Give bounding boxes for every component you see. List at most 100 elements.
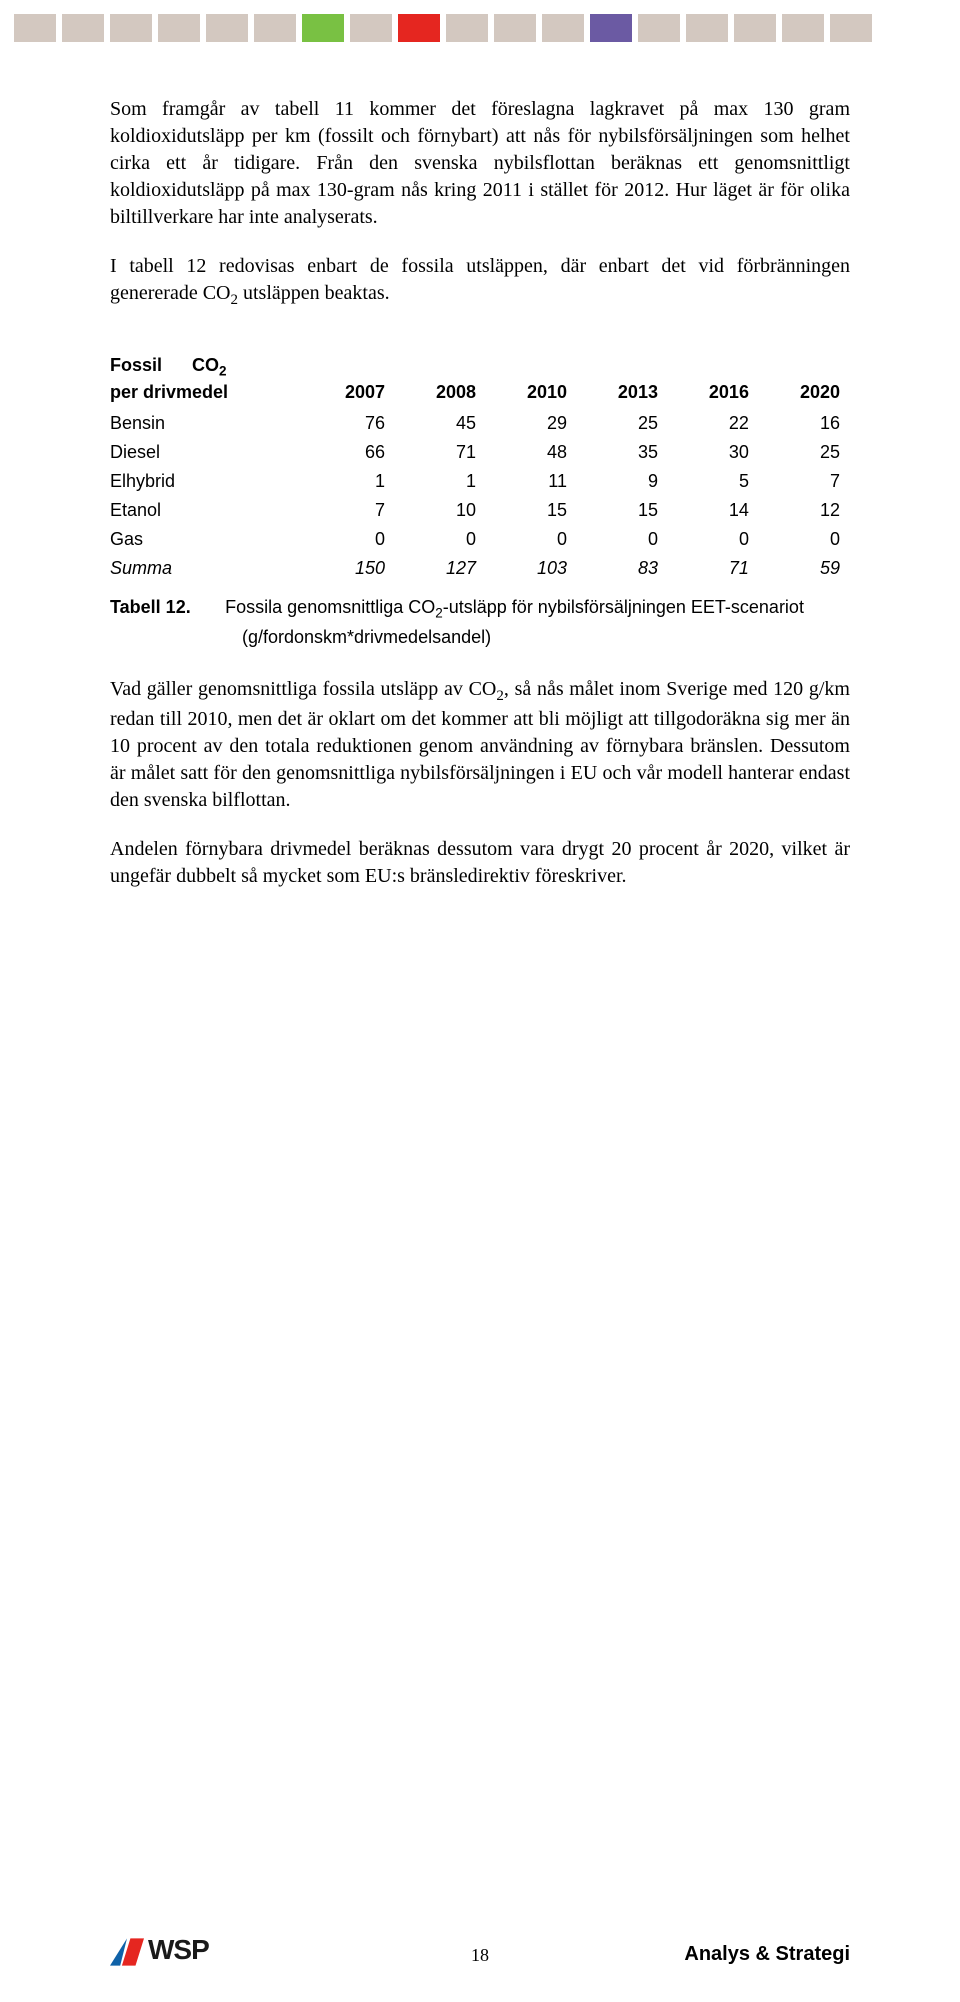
table-row: Diesel667148353025 — [110, 438, 850, 467]
paragraph-3: Vad gäller genomsnittliga fossila utsläp… — [110, 676, 850, 814]
cell: 9 — [577, 467, 668, 496]
subscript-2: 2 — [231, 292, 239, 308]
footer-right-text: Analys & Strategi — [684, 1943, 850, 1966]
band-square — [830, 14, 872, 42]
band-square — [398, 14, 440, 42]
cell: 66 — [304, 438, 395, 467]
cell: 7 — [759, 467, 850, 496]
row-label: Etanol — [110, 496, 304, 525]
cell: 16 — [759, 409, 850, 438]
cell: 48 — [486, 438, 577, 467]
row-label: Summa — [110, 554, 304, 583]
band-square — [158, 14, 200, 42]
row-label: Bensin — [110, 409, 304, 438]
page-number: 18 — [471, 1945, 489, 1966]
cell: 71 — [668, 554, 759, 583]
page-footer: WSP 18 Analys & Strategi — [0, 1934, 960, 1966]
band-square — [14, 14, 56, 42]
band-square — [446, 14, 488, 42]
cell: 10 — [395, 496, 486, 525]
band-square — [542, 14, 584, 42]
band-square — [350, 14, 392, 42]
band-square — [782, 14, 824, 42]
cell: 12 — [759, 496, 850, 525]
band-square — [590, 14, 632, 42]
band-square — [494, 14, 536, 42]
cell: 83 — [577, 554, 668, 583]
cell: 14 — [668, 496, 759, 525]
year-col: 2013 — [577, 350, 668, 409]
paragraph-4: Andelen förnybara drivmedel beräknas des… — [110, 836, 850, 890]
logo-text: WSP — [148, 1934, 209, 1966]
cell: 25 — [759, 438, 850, 467]
header-line2: per drivmedel — [110, 382, 228, 402]
cell: 0 — [486, 525, 577, 554]
year-col: 2007 — [304, 350, 395, 409]
year-col: 2010 — [486, 350, 577, 409]
cell: 59 — [759, 554, 850, 583]
co2-table-block: Fossil CO2 per drivmedel 2007 2008 2010 … — [110, 350, 850, 648]
cell: 35 — [577, 438, 668, 467]
table-row: Etanol71015151412 — [110, 496, 850, 525]
table-row: Elhybrid1111957 — [110, 467, 850, 496]
cell: 0 — [304, 525, 395, 554]
subscript-2: 2 — [496, 688, 504, 704]
cell: 71 — [395, 438, 486, 467]
table-row: Summa150127103837159 — [110, 554, 850, 583]
cell: 0 — [668, 525, 759, 554]
cell: 29 — [486, 409, 577, 438]
logo-icon — [110, 1938, 144, 1966]
year-col: 2016 — [668, 350, 759, 409]
table-caption: Tabell 12. Fossila genomsnittliga CO2-ut… — [110, 597, 850, 621]
cell: 45 — [395, 409, 486, 438]
caption-continuation: (g/fordonskm*drivmedelsandel) — [242, 627, 850, 648]
cell: 1 — [304, 467, 395, 496]
band-square — [686, 14, 728, 42]
paragraph-2: I tabell 12 redovisas enbart de fossila … — [110, 253, 850, 310]
paragraph-3a: Vad gäller genomsnittliga fossila utsläp… — [110, 678, 496, 700]
paragraph-1: Som framgår av tabell 11 kommer det före… — [110, 96, 850, 231]
band-square — [62, 14, 104, 42]
caption-text: Fossila genomsnittliga CO2-utsläpp för n… — [225, 597, 804, 617]
cell: 22 — [668, 409, 759, 438]
wsp-logo: WSP — [110, 1934, 209, 1966]
table-header-label: Fossil CO2 per drivmedel — [110, 350, 304, 409]
cell: 11 — [486, 467, 577, 496]
subscript-2: 2 — [219, 364, 227, 379]
year-col: 2020 — [759, 350, 850, 409]
cell: 7 — [304, 496, 395, 525]
cell: 15 — [577, 496, 668, 525]
row-label: Diesel — [110, 438, 304, 467]
cell: 30 — [668, 438, 759, 467]
cell: 5 — [668, 467, 759, 496]
band-square — [734, 14, 776, 42]
header-color-band — [0, 0, 960, 56]
cell: 0 — [577, 525, 668, 554]
cell: 25 — [577, 409, 668, 438]
band-square — [254, 14, 296, 42]
co2-table: Fossil CO2 per drivmedel 2007 2008 2010 … — [110, 350, 850, 583]
table-body: Bensin764529252216Diesel667148353025Elhy… — [110, 409, 850, 583]
band-square — [302, 14, 344, 42]
table-row: Gas000000 — [110, 525, 850, 554]
cell: 0 — [759, 525, 850, 554]
header-line1: Fossil CO — [110, 355, 219, 375]
band-square — [110, 14, 152, 42]
cell: 0 — [395, 525, 486, 554]
band-square — [638, 14, 680, 42]
row-label: Gas — [110, 525, 304, 554]
paragraph-2b: utsläppen beaktas. — [238, 282, 390, 304]
table-row: Bensin764529252216 — [110, 409, 850, 438]
cell: 127 — [395, 554, 486, 583]
year-col: 2008 — [395, 350, 486, 409]
cell: 76 — [304, 409, 395, 438]
caption-label: Tabell 12. — [110, 597, 191, 617]
paragraph-2a: I tabell 12 redovisas enbart de fossila … — [110, 255, 850, 304]
cell: 150 — [304, 554, 395, 583]
cell: 15 — [486, 496, 577, 525]
subscript-2: 2 — [435, 606, 443, 621]
band-square — [206, 14, 248, 42]
cell: 103 — [486, 554, 577, 583]
row-label: Elhybrid — [110, 467, 304, 496]
cell: 1 — [395, 467, 486, 496]
